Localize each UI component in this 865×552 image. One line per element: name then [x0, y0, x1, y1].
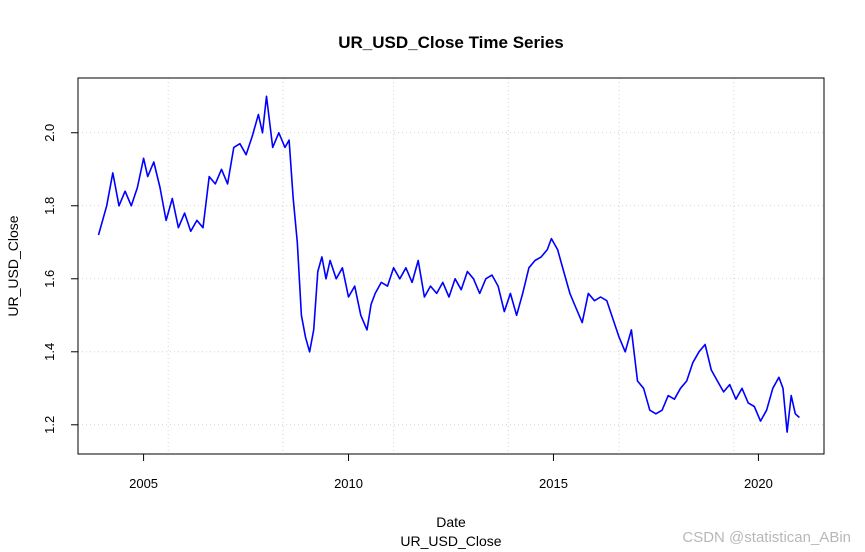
chart-title: UR_USD_Close Time Series: [338, 33, 564, 52]
y-tick-label-2: 1.6: [42, 270, 57, 288]
x-axis: 2005 2010 2015 2020: [129, 453, 773, 491]
x-tick-label-3: 2020: [744, 476, 773, 491]
y-axis: 1.2 1.4 1.6 1.8 2.0: [42, 124, 79, 434]
plot-frame: [77, 77, 825, 455]
x-tick-label-2: 2015: [539, 476, 568, 491]
series-line: [97, 95, 800, 433]
y-tick-label-4: 2.0: [42, 124, 57, 142]
y-tick-label-0: 1.2: [42, 416, 57, 434]
x-tick-label-0: 2005: [129, 476, 158, 491]
y-axis-label: UR_USD_Close: [5, 215, 21, 316]
x-tick-label-1: 2010: [334, 476, 363, 491]
grid: [78, 78, 824, 454]
x-axis-sublabel: UR_USD_Close: [400, 533, 501, 549]
x-axis-label: Date: [436, 514, 466, 530]
y-tick-label-1: 1.4: [42, 343, 57, 361]
watermark: CSDN @statistican_ABin: [682, 529, 851, 546]
series-0-line: [97, 95, 800, 433]
y-tick-label-3: 1.8: [42, 197, 57, 215]
